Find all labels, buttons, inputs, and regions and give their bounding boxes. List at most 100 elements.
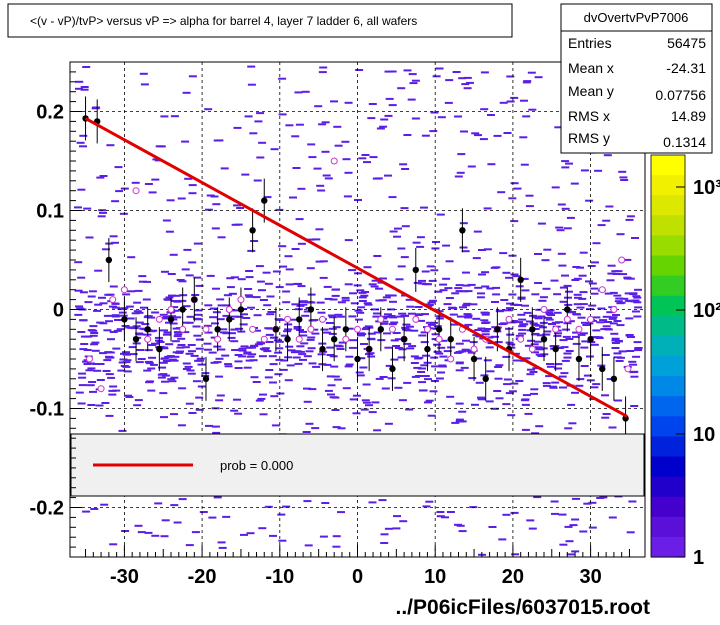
- histogram-cell: [455, 351, 464, 353]
- histogram-cell: [325, 322, 334, 324]
- histogram-cell: [521, 428, 530, 431]
- histogram-cell: [606, 279, 615, 282]
- histogram-cell: [190, 354, 199, 357]
- histogram-cell: [546, 309, 555, 312]
- color-bar-stripe: [651, 536, 685, 558]
- histogram-cell: [143, 280, 151, 283]
- histogram-cell: [343, 195, 352, 198]
- histogram-cell: [335, 345, 344, 348]
- histogram-cell: [223, 294, 232, 297]
- histogram-cell: [592, 329, 601, 332]
- histogram-cell: [245, 295, 254, 298]
- histogram-cell: [553, 311, 562, 314]
- histogram-cell: [573, 277, 582, 280]
- histogram-cell: [315, 228, 324, 231]
- histogram-cell: [380, 542, 389, 544]
- histogram-cell: [454, 115, 462, 118]
- histogram-cell: [247, 65, 256, 68]
- histogram-cell: [167, 273, 176, 275]
- histogram-cell: [332, 535, 341, 538]
- histogram-cell: [491, 335, 499, 338]
- histogram-cell: [299, 358, 307, 361]
- histogram-cell: [306, 238, 315, 241]
- histogram-cell: [161, 519, 170, 522]
- color-bar-tick-label: 1: [693, 547, 704, 569]
- open-marker-point: [202, 325, 210, 333]
- histogram-cell: [529, 314, 537, 317]
- histogram-cell: [580, 365, 589, 367]
- histogram-cell: [522, 357, 531, 360]
- histogram-cell: [602, 315, 611, 318]
- histogram-cell: [270, 148, 279, 151]
- histogram-cell: [87, 404, 96, 406]
- histogram-cell: [384, 346, 393, 349]
- histogram-cell: [474, 329, 483, 331]
- open-marker-point: [388, 325, 396, 333]
- histogram-cell: [185, 274, 194, 277]
- histogram-cell: [477, 396, 485, 399]
- histogram-cell: [604, 292, 613, 295]
- histogram-cell: [526, 519, 535, 522]
- y-tick-label: -0.2: [30, 498, 64, 520]
- histogram-cell: [114, 166, 123, 169]
- histogram-cell: [434, 290, 443, 293]
- histogram-cell: [532, 367, 541, 370]
- histogram-cell: [424, 378, 432, 381]
- histogram-cell: [403, 134, 412, 136]
- histogram-cell: [274, 351, 283, 354]
- histogram-cell: [295, 218, 304, 221]
- histogram-cell: [416, 245, 425, 248]
- histogram-cell: [255, 265, 264, 268]
- profile-point: [564, 306, 571, 313]
- histogram-cell: [476, 296, 485, 299]
- histogram-cell: [342, 387, 351, 390]
- histogram-cell: [626, 531, 635, 534]
- histogram-cell: [580, 169, 589, 172]
- histogram-cell: [76, 307, 85, 310]
- histogram-cell: [165, 321, 173, 324]
- histogram-cell: [253, 179, 262, 182]
- histogram-cell: [344, 283, 353, 286]
- histogram-cell: [221, 354, 230, 357]
- histogram-cell: [266, 313, 275, 316]
- histogram-cell: [517, 313, 526, 316]
- histogram-cell: [403, 381, 412, 384]
- histogram-cell: [194, 313, 203, 316]
- histogram-cell: [481, 311, 490, 314]
- histogram-cell: [109, 543, 118, 546]
- histogram-cell: [507, 343, 516, 346]
- histogram-cell: [632, 355, 641, 358]
- histogram-cell: [258, 141, 267, 144]
- profile-point: [529, 326, 536, 333]
- histogram-cell: [147, 367, 156, 370]
- histogram-cell: [381, 315, 389, 318]
- histogram-cell: [371, 279, 380, 282]
- histogram-cell: [312, 365, 321, 368]
- histogram-cell: [616, 324, 625, 327]
- histogram-cell: [162, 219, 171, 222]
- stats-label-mean-x: Mean x: [568, 60, 614, 76]
- histogram-cell: [168, 380, 177, 383]
- histogram-cell: [439, 289, 448, 292]
- histogram-cell: [483, 359, 492, 362]
- histogram-cell: [503, 132, 512, 134]
- histogram-cell: [284, 356, 293, 359]
- histogram-cell: [311, 427, 320, 430]
- histogram-cell: [533, 340, 542, 343]
- histogram-cell: [186, 369, 195, 372]
- histogram-cell: [491, 301, 499, 303]
- histogram-cell: [278, 245, 287, 248]
- histogram-cell: [144, 315, 153, 318]
- histogram-cell: [625, 334, 634, 336]
- histogram-cell: [571, 550, 580, 553]
- histogram-cell: [625, 218, 634, 221]
- histogram-cell: [277, 513, 286, 516]
- histogram-cell: [360, 343, 368, 345]
- histogram-cell: [168, 315, 177, 318]
- histogram-cell: [535, 353, 544, 356]
- histogram-cell: [239, 323, 248, 326]
- histogram-cell: [455, 402, 464, 405]
- color-bar-stripe: [651, 315, 685, 337]
- histogram-cell: [314, 105, 323, 108]
- histogram-cell: [151, 534, 160, 537]
